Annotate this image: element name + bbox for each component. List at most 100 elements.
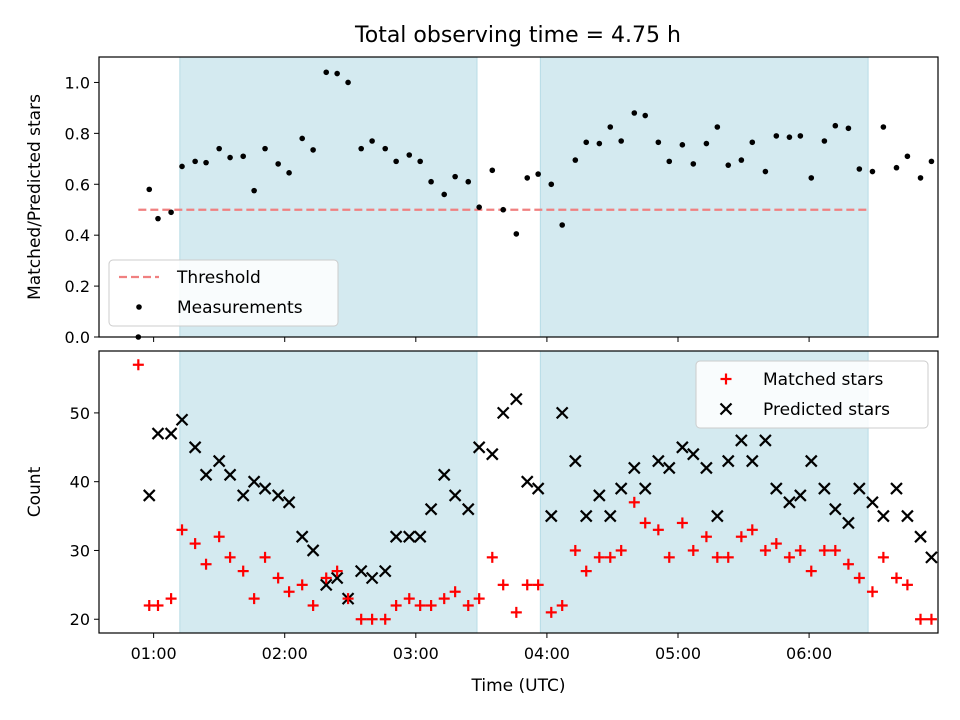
predicted-star-point	[628, 461, 641, 475]
measurement-point	[856, 166, 863, 172]
predicted-star-point	[735, 434, 748, 447]
measurement-point	[893, 164, 900, 171]
measurement-point	[679, 142, 686, 148]
predicted-star-point	[164, 427, 178, 440]
predicted-star-point	[258, 482, 272, 495]
matched-star-point	[818, 544, 830, 556]
matched-star-point	[152, 599, 164, 611]
measurement-point	[655, 139, 662, 146]
measurement-point	[358, 145, 364, 152]
predicted-star-point	[472, 441, 486, 454]
matched-star-point	[307, 599, 319, 611]
measurement-point	[596, 140, 603, 147]
matched-star-point	[580, 565, 592, 577]
predicted-star-point	[818, 482, 831, 495]
bottom-xtick-label: 05:00	[655, 644, 701, 663]
measurement-point	[227, 154, 233, 161]
predicted-star-point	[593, 489, 606, 502]
matched-star-point	[224, 551, 236, 563]
matched-star-point	[213, 531, 225, 543]
matched-star-point	[414, 599, 426, 611]
measurement-point	[240, 153, 247, 160]
measurement-point	[618, 138, 624, 144]
measurement-point	[583, 139, 590, 146]
predicted-star-point	[746, 454, 759, 468]
predicted-star-point	[236, 489, 250, 502]
measurement-point	[369, 138, 375, 144]
matched-star-point	[132, 359, 144, 371]
bottom-ytick-label: 40	[70, 473, 90, 492]
predicted-star-point	[142, 489, 156, 502]
measurement-point	[845, 125, 852, 132]
measurement-point	[334, 70, 340, 77]
bottom-xlabel: Time (UTC)	[471, 676, 566, 696]
predicted-star-point	[614, 482, 628, 495]
predicted-star-point	[212, 454, 226, 468]
measurement-point	[155, 215, 161, 222]
matched-star-point	[604, 551, 616, 563]
predicted-star-point	[794, 489, 807, 502]
predicted-star-point	[151, 427, 165, 440]
matched-star-point	[711, 551, 723, 563]
measurement-point	[428, 178, 434, 185]
bottom-ytick-label: 20	[70, 610, 90, 629]
matched-star-point	[700, 531, 712, 543]
predicted-star-point	[700, 461, 713, 475]
predicted-star-point	[569, 454, 582, 468]
predicted-star-point	[890, 482, 903, 495]
measurement-point	[832, 122, 839, 129]
bottom-legend: Matched stars Predicted stars	[695, 360, 929, 429]
measurement-point	[406, 152, 413, 158]
measurement-point	[642, 112, 649, 119]
predicted-star-point	[842, 516, 855, 530]
top-panel: 0.0 0.2 0.4 0.6 0.8 1.0 Matched/Predicted star…	[25, 56, 939, 347]
predicted-star-point	[175, 413, 189, 427]
predicted-star-point	[759, 434, 772, 447]
measurement-point	[869, 168, 876, 175]
predicted-star-point	[770, 482, 783, 495]
predicted-star-point	[603, 509, 617, 523]
measurement-point	[203, 159, 209, 166]
predicted-star-point	[853, 482, 866, 495]
predicted-star-point	[354, 564, 368, 578]
bottom-shaded-band	[179, 350, 478, 634]
legend-box	[108, 259, 339, 327]
predicted-star-point	[877, 509, 890, 523]
predicted-star-point	[510, 392, 523, 406]
bottom-panel: 20 30 40 50 01:00 02:00 03:00 04:00 05:00 06:00 Co…	[25, 350, 939, 696]
chart-title: Total observing time = 4.75 h	[354, 23, 681, 48]
measurement-point	[559, 222, 565, 228]
measurement-point	[286, 170, 292, 176]
matched-star-point	[853, 572, 865, 584]
legend-predicted-label: Predicted stars	[763, 400, 890, 420]
bottom-xtick-label: 01:00	[131, 644, 177, 663]
matched-star-point	[283, 586, 295, 598]
predicted-star-point	[365, 571, 379, 585]
predicted-star-point	[676, 441, 689, 454]
measurement-point	[262, 145, 268, 152]
matched-star-point	[556, 599, 568, 611]
predicted-star-point	[544, 509, 558, 523]
matched-star-point	[746, 524, 758, 536]
measurement-point	[192, 158, 198, 165]
predicted-star-point	[914, 530, 927, 543]
matched-star-point	[521, 579, 533, 591]
matched-star-point	[189, 538, 201, 550]
predicted-star-point	[804, 454, 818, 468]
measurement-point	[417, 158, 423, 165]
matched-star-point	[735, 531, 747, 543]
measurement-point	[179, 163, 185, 170]
matched-star-point	[296, 579, 308, 591]
measurement-point	[773, 133, 780, 139]
matched-star-point	[794, 544, 806, 556]
predicted-star-point	[461, 502, 475, 516]
predicted-star-point	[448, 489, 462, 502]
predicted-star-point	[829, 502, 842, 516]
matched-star-point	[545, 606, 557, 618]
matched-star-point	[449, 586, 461, 598]
measurement-point	[524, 175, 531, 181]
predicted-star-point	[721, 454, 735, 468]
measurement-point	[666, 158, 673, 165]
predicted-star-point	[496, 406, 510, 420]
